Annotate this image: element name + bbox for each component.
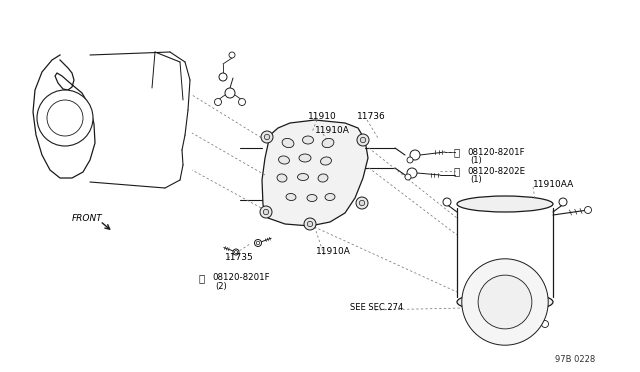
Circle shape: [304, 218, 316, 230]
Circle shape: [541, 321, 548, 327]
Circle shape: [260, 206, 272, 218]
Circle shape: [443, 198, 451, 206]
Ellipse shape: [298, 173, 308, 180]
Ellipse shape: [282, 138, 294, 148]
Ellipse shape: [321, 157, 332, 165]
Circle shape: [37, 90, 93, 146]
Circle shape: [559, 198, 567, 206]
Ellipse shape: [277, 174, 287, 182]
Text: (1): (1): [470, 155, 482, 164]
Text: 11910A: 11910A: [316, 247, 351, 257]
Circle shape: [356, 197, 368, 209]
Text: (1): (1): [470, 174, 482, 183]
Text: 11910: 11910: [308, 112, 337, 121]
Circle shape: [307, 221, 313, 227]
Ellipse shape: [322, 138, 334, 148]
Circle shape: [261, 131, 273, 143]
Circle shape: [407, 168, 417, 178]
Circle shape: [405, 174, 411, 180]
Ellipse shape: [286, 193, 296, 201]
Circle shape: [229, 52, 235, 58]
Circle shape: [233, 249, 239, 255]
Text: 97B 0228: 97B 0228: [555, 356, 595, 365]
Ellipse shape: [457, 292, 553, 312]
Text: 11736: 11736: [357, 112, 386, 121]
Ellipse shape: [325, 193, 335, 201]
Text: Ⓑ: Ⓑ: [454, 147, 460, 157]
Circle shape: [410, 150, 420, 160]
Text: FRONT: FRONT: [72, 214, 103, 222]
Polygon shape: [262, 120, 368, 226]
Circle shape: [357, 134, 369, 146]
Text: 11910AA: 11910AA: [533, 180, 574, 189]
Text: SEE SEC.274: SEE SEC.274: [350, 304, 403, 312]
Circle shape: [255, 240, 262, 247]
Ellipse shape: [278, 156, 289, 164]
Text: 11910A: 11910A: [315, 125, 350, 135]
Circle shape: [462, 259, 548, 345]
Circle shape: [219, 73, 227, 81]
Text: 08120-8202E: 08120-8202E: [467, 167, 525, 176]
Circle shape: [239, 99, 246, 106]
Circle shape: [360, 137, 365, 143]
Text: Ⓑ: Ⓑ: [199, 273, 205, 283]
Text: Ⓑ: Ⓑ: [454, 166, 460, 176]
Circle shape: [584, 206, 591, 214]
Ellipse shape: [457, 196, 553, 212]
Text: (2): (2): [215, 282, 227, 291]
Text: 08120-8201F: 08120-8201F: [212, 273, 269, 282]
Text: 11910AB: 11910AB: [472, 301, 513, 311]
Circle shape: [214, 99, 221, 106]
Circle shape: [407, 157, 413, 163]
Ellipse shape: [303, 136, 314, 144]
Circle shape: [263, 209, 269, 215]
Ellipse shape: [299, 154, 311, 162]
Ellipse shape: [318, 174, 328, 182]
Text: 08120-8201F: 08120-8201F: [467, 148, 525, 157]
Circle shape: [478, 275, 532, 329]
Circle shape: [264, 134, 269, 140]
Ellipse shape: [307, 195, 317, 202]
Circle shape: [359, 200, 365, 206]
Text: 11735: 11735: [225, 253, 253, 263]
Circle shape: [47, 100, 83, 136]
Circle shape: [225, 88, 235, 98]
